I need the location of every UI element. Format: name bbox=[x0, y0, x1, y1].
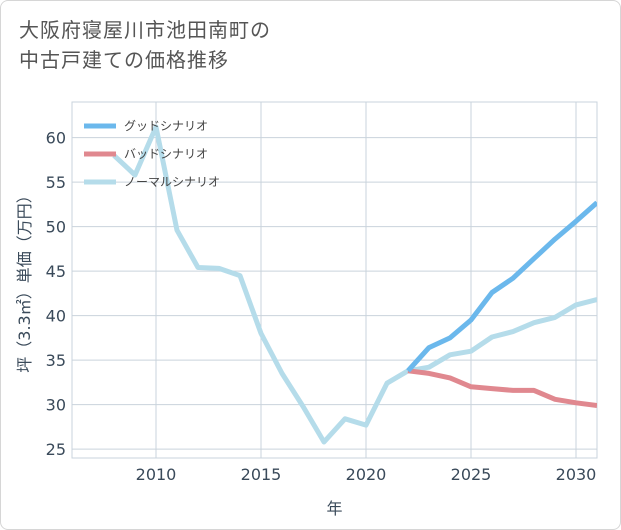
y-tick-label: 35 bbox=[46, 351, 66, 370]
x-tick-label: 2020 bbox=[346, 465, 387, 484]
title-line-1: 大阪府寝屋川市池田南町の bbox=[19, 18, 271, 42]
axes: 2010 2015 2020 2025 2030 25 30 35 40 45 50 55 60 bbox=[46, 129, 597, 484]
chart-title: 大阪府寝屋川市池田南町の 中古戸建ての価格推移 bbox=[19, 15, 271, 75]
y-tick-label: 30 bbox=[46, 396, 66, 415]
title-line-2: 中古戸建ての価格推移 bbox=[19, 48, 229, 72]
y-tick-label: 55 bbox=[46, 173, 66, 192]
series-line-1 bbox=[406, 200, 597, 373]
x-axis-label: 年 bbox=[326, 499, 342, 518]
legend-label: バッドシナリオ bbox=[124, 147, 208, 161]
axis-labels: 年 坪（3.3㎡）単価（万円） bbox=[15, 187, 343, 518]
series-line-2 bbox=[407, 368, 597, 408]
grid-lines bbox=[71, 101, 598, 459]
y-tick-label: 50 bbox=[46, 218, 66, 237]
legend-label: グッドシナリオ bbox=[124, 119, 208, 133]
y-tick-label: 40 bbox=[46, 307, 66, 326]
series-lines bbox=[112, 124, 597, 445]
y-tick-label: 25 bbox=[46, 440, 66, 459]
x-tick-label: 2030 bbox=[556, 465, 597, 484]
y-tick-label: 60 bbox=[46, 129, 66, 148]
series-line-3 bbox=[112, 124, 597, 445]
plot-frame bbox=[71, 101, 598, 459]
x-tick-label: 2025 bbox=[451, 465, 492, 484]
legend-label: ノーマルシナリオ bbox=[124, 175, 220, 189]
y-axis-label: 坪（3.3㎡）単価（万円） bbox=[15, 187, 34, 372]
y-tick-label: 45 bbox=[46, 262, 66, 281]
x-tick-label: 2010 bbox=[136, 465, 177, 484]
x-tick-label: 2015 bbox=[241, 465, 282, 484]
